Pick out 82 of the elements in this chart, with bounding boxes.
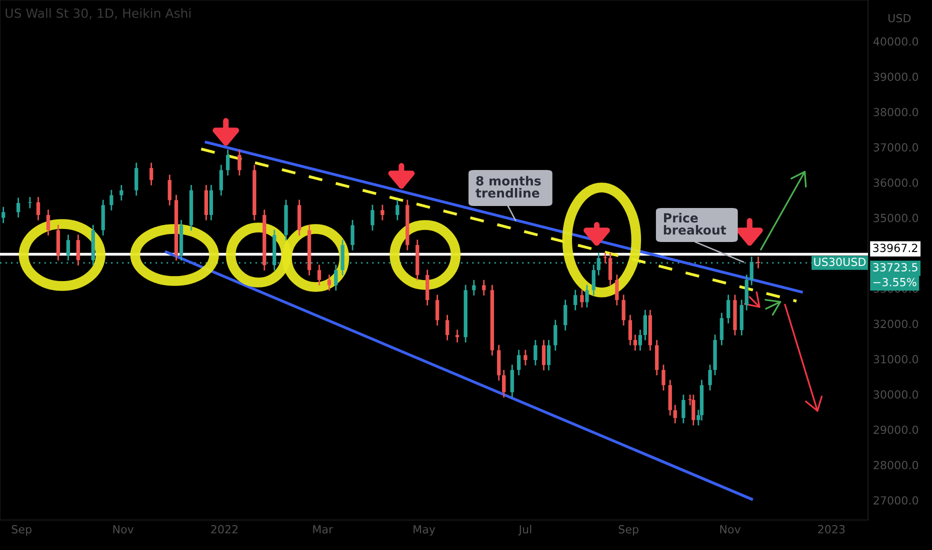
candlestick bbox=[585, 284, 589, 308]
y-tick-label: 39000.0 bbox=[874, 72, 918, 81]
candlestick bbox=[726, 294, 730, 324]
x-tick-label: 2022 bbox=[211, 525, 238, 534]
candlestick bbox=[622, 294, 626, 326]
y-tick-label: 31000.0 bbox=[874, 354, 918, 364]
candlestick bbox=[638, 329, 642, 352]
ref-line-label: 33723.5 bbox=[873, 263, 918, 272]
candlestick bbox=[554, 319, 558, 352]
candlestick bbox=[564, 299, 568, 332]
ref-line-label: 33967.2 bbox=[873, 244, 918, 252]
y-tick-label: 28000.0 bbox=[874, 460, 918, 470]
candlestick bbox=[1, 206, 6, 224]
y-tick-label: 37000.0 bbox=[874, 143, 918, 152]
candlestick bbox=[226, 148, 230, 176]
candlestick bbox=[756, 256, 760, 269]
x-tick-label: 2023 bbox=[818, 525, 845, 534]
candlestick bbox=[350, 219, 354, 251]
candlestick bbox=[692, 394, 696, 426]
candlestick bbox=[380, 204, 384, 221]
candlestick bbox=[76, 234, 80, 266]
candlestick bbox=[396, 199, 400, 221]
candlestick bbox=[633, 334, 638, 352]
candlestick bbox=[580, 289, 584, 308]
candlestick bbox=[445, 314, 450, 342]
x-tick-label: Jul bbox=[518, 524, 532, 536]
candlestick bbox=[615, 274, 619, 306]
text: US Wall St 30, 1D, Heikin Ashi bbox=[6, 8, 190, 20]
y-tick-label: 32000.0 bbox=[874, 320, 918, 328]
annotation: 8 months trendline bbox=[476, 176, 541, 198]
y-tick-label: 38000.0 bbox=[874, 108, 918, 116]
candlestick bbox=[542, 339, 546, 372]
x-tick-label: Nov bbox=[720, 525, 740, 534]
candlestick bbox=[110, 189, 114, 212]
candlestick bbox=[238, 148, 242, 176]
candlestick bbox=[482, 279, 486, 296]
x-tick-label: May bbox=[414, 525, 436, 536]
candlestick bbox=[682, 394, 686, 424]
candlestick bbox=[628, 314, 632, 346]
y-axis-title: USD bbox=[888, 14, 911, 22]
candlestick bbox=[219, 164, 223, 196]
candlestick bbox=[370, 204, 374, 232]
candlestick bbox=[750, 256, 754, 286]
candlestick bbox=[592, 264, 596, 296]
candlestick bbox=[524, 349, 528, 366]
candlestick bbox=[455, 329, 460, 344]
y-tick-label: 30000.0 bbox=[874, 390, 918, 399]
annotation: US30USD bbox=[814, 258, 866, 266]
candlestick bbox=[435, 294, 440, 326]
candlestick bbox=[168, 174, 172, 206]
x-tick-label: Sep bbox=[12, 525, 32, 536]
candlestick bbox=[574, 289, 578, 311]
candlestick bbox=[546, 339, 551, 372]
candlestick bbox=[134, 162, 138, 196]
candlestick bbox=[46, 209, 50, 236]
x-tick-label: Nov bbox=[113, 525, 134, 534]
text: −3.55% bbox=[874, 278, 916, 286]
candlestick bbox=[608, 252, 612, 286]
candlestick bbox=[502, 369, 506, 398]
candlestick bbox=[16, 196, 20, 218]
x-tick-label: Mar bbox=[313, 525, 334, 534]
candlestick bbox=[317, 264, 322, 286]
candlestick bbox=[334, 264, 338, 292]
candlestick bbox=[472, 279, 476, 296]
annotation: Price breakout bbox=[664, 212, 726, 235]
candlestick bbox=[327, 274, 332, 292]
y-tick-label: 40000.0 bbox=[873, 37, 918, 46]
y-tick-label: 27000.0 bbox=[874, 496, 918, 505]
candlestick bbox=[510, 364, 514, 398]
y-tick-label: 35000.0 bbox=[874, 214, 918, 222]
candlestick bbox=[516, 349, 521, 376]
candlestick bbox=[662, 364, 666, 392]
candlestick bbox=[149, 162, 154, 186]
candlestick bbox=[673, 404, 677, 424]
candlestick bbox=[708, 364, 712, 392]
y-tick-label: 36000.0 bbox=[874, 178, 918, 187]
x-tick-label: Sep bbox=[618, 525, 638, 536]
candlestick bbox=[36, 196, 40, 221]
y-tick-label: 29000.0 bbox=[874, 426, 918, 434]
candlestick bbox=[720, 312, 724, 346]
candlestick bbox=[643, 309, 648, 342]
candlestick bbox=[534, 339, 538, 366]
